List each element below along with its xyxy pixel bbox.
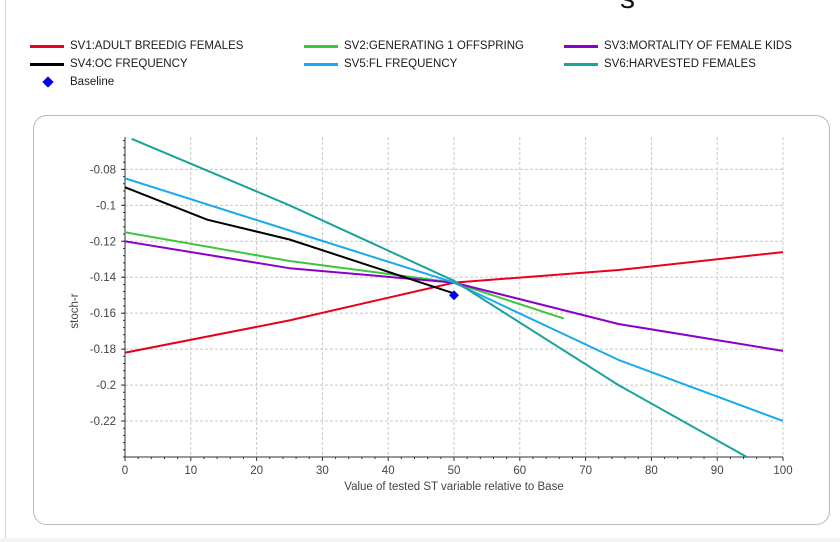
- legend-item-sv3: SV3:MORTALITY OF FEMALE KIDS: [564, 38, 792, 54]
- legend-label-sv2: SV2:GENERATING 1 OFFSPRING: [344, 40, 524, 52]
- legend-swatch-sv4: [30, 62, 64, 66]
- legend-label-sv4: SV4:OC FREQUENCY: [70, 58, 188, 70]
- chart-panel: [33, 115, 830, 525]
- bottom-edge: [0, 538, 840, 542]
- legend-diamond-baseline: [42, 76, 54, 88]
- legend-item-sv6: SV6:HARVESTED FEMALES: [564, 56, 756, 72]
- legend-label-sv6: SV6:HARVESTED FEMALES: [604, 58, 756, 70]
- legend-label-baseline: Baseline: [70, 76, 115, 88]
- top-edge: s: [0, 0, 840, 15]
- left-window-border: [0, 0, 6, 542]
- legend-swatch-sv1: [30, 44, 64, 48]
- legend-label-sv1: SV1:ADULT BREEDIG FEMALES: [70, 40, 244, 52]
- legend-swatch-sv2: [304, 44, 338, 48]
- legend-label-sv5: SV5:FL FREQUENCY: [344, 58, 458, 70]
- legend-swatch-sv5: [304, 62, 338, 66]
- cropped-title-glyph: s: [620, 0, 636, 16]
- legend-item-sv4: SV4:OC FREQUENCY: [30, 56, 188, 72]
- legend-label-sv3: SV3:MORTALITY OF FEMALE KIDS: [604, 40, 792, 52]
- chart-legend: SV1:ADULT BREEDIG FEMALES SV2:GENERATING…: [30, 38, 830, 94]
- legend-item-sv5: SV5:FL FREQUENCY: [304, 56, 457, 72]
- legend-item-sv1: SV1:ADULT BREEDIG FEMALES: [30, 38, 243, 54]
- legend-swatch-sv3: [564, 44, 598, 48]
- legend-swatch-sv6: [564, 62, 598, 66]
- legend-item-sv2: SV2:GENERATING 1 OFFSPRING: [304, 38, 524, 54]
- legend-item-baseline: Baseline: [30, 74, 114, 90]
